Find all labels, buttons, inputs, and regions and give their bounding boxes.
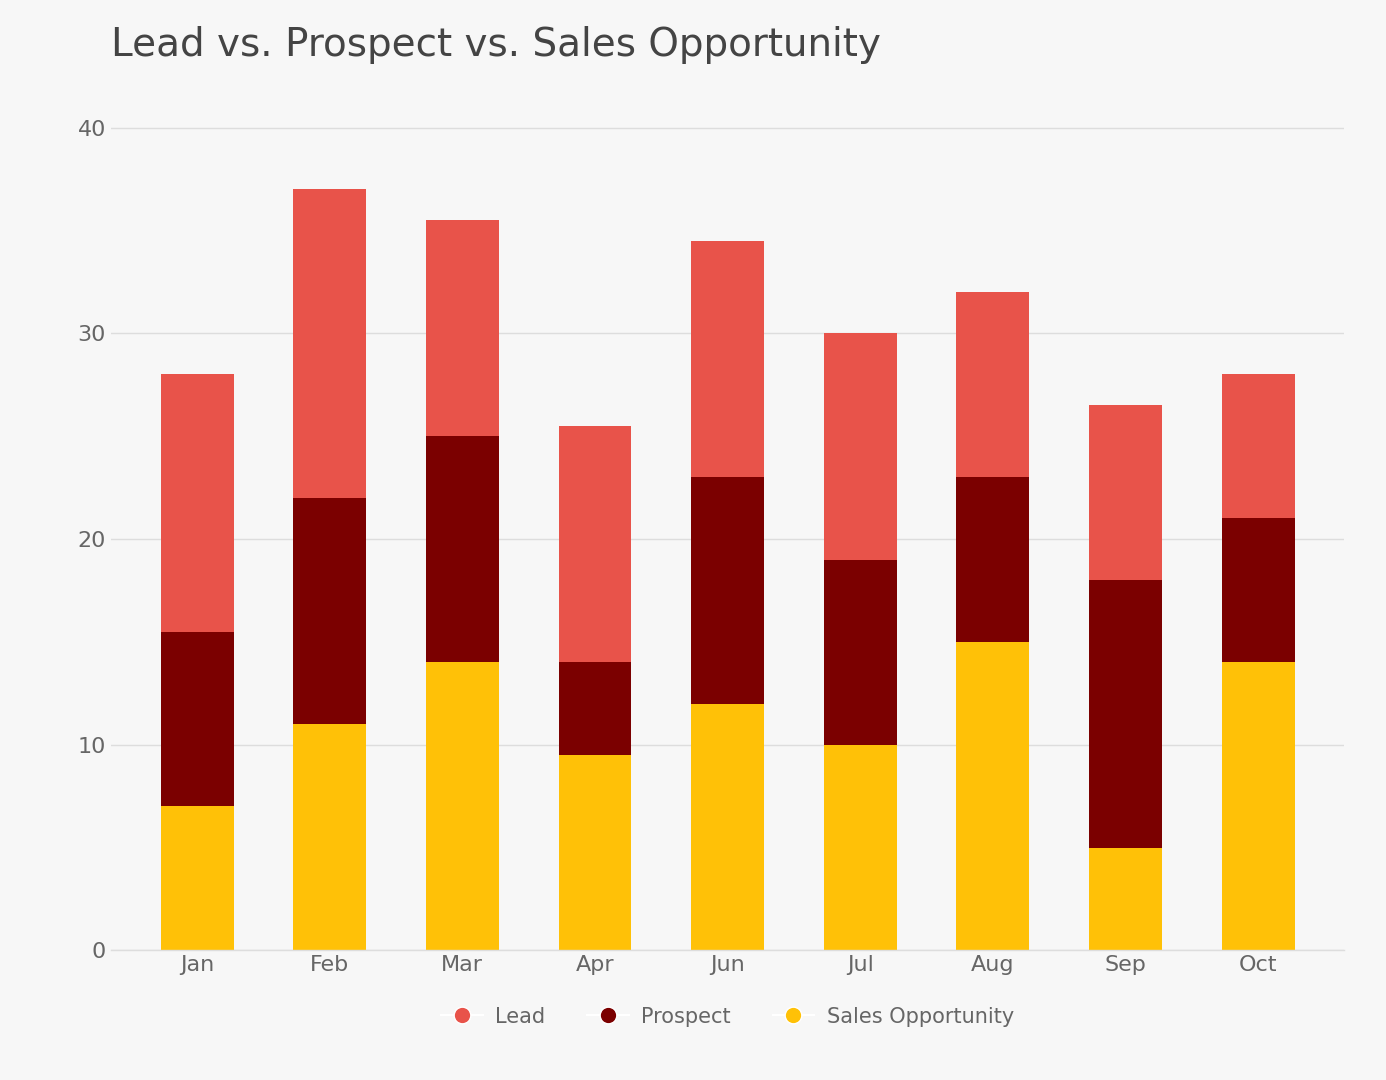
Bar: [559, 426, 632, 662]
Bar: [692, 703, 764, 950]
Bar: [294, 189, 366, 498]
Bar: [294, 498, 366, 724]
Bar: [294, 724, 366, 950]
Bar: [161, 375, 234, 632]
Bar: [956, 477, 1030, 642]
Text: Lead vs. Prospect vs. Sales Opportunity: Lead vs. Prospect vs. Sales Opportunity: [111, 26, 880, 64]
Bar: [426, 220, 499, 436]
Bar: [1089, 848, 1161, 950]
Bar: [426, 436, 499, 662]
Bar: [1221, 375, 1295, 518]
Bar: [823, 559, 897, 745]
Bar: [426, 662, 499, 950]
Bar: [559, 755, 632, 950]
Bar: [692, 477, 764, 703]
Bar: [1221, 518, 1295, 662]
Bar: [559, 662, 632, 755]
Bar: [823, 334, 897, 559]
Bar: [1089, 405, 1161, 580]
Bar: [692, 241, 764, 477]
Bar: [823, 745, 897, 950]
Bar: [161, 632, 234, 807]
Legend: Lead, Prospect, Sales Opportunity: Lead, Prospect, Sales Opportunity: [432, 998, 1023, 1035]
Bar: [1089, 580, 1161, 848]
Bar: [956, 292, 1030, 477]
Bar: [1221, 662, 1295, 950]
Bar: [956, 642, 1030, 950]
Bar: [161, 807, 234, 950]
